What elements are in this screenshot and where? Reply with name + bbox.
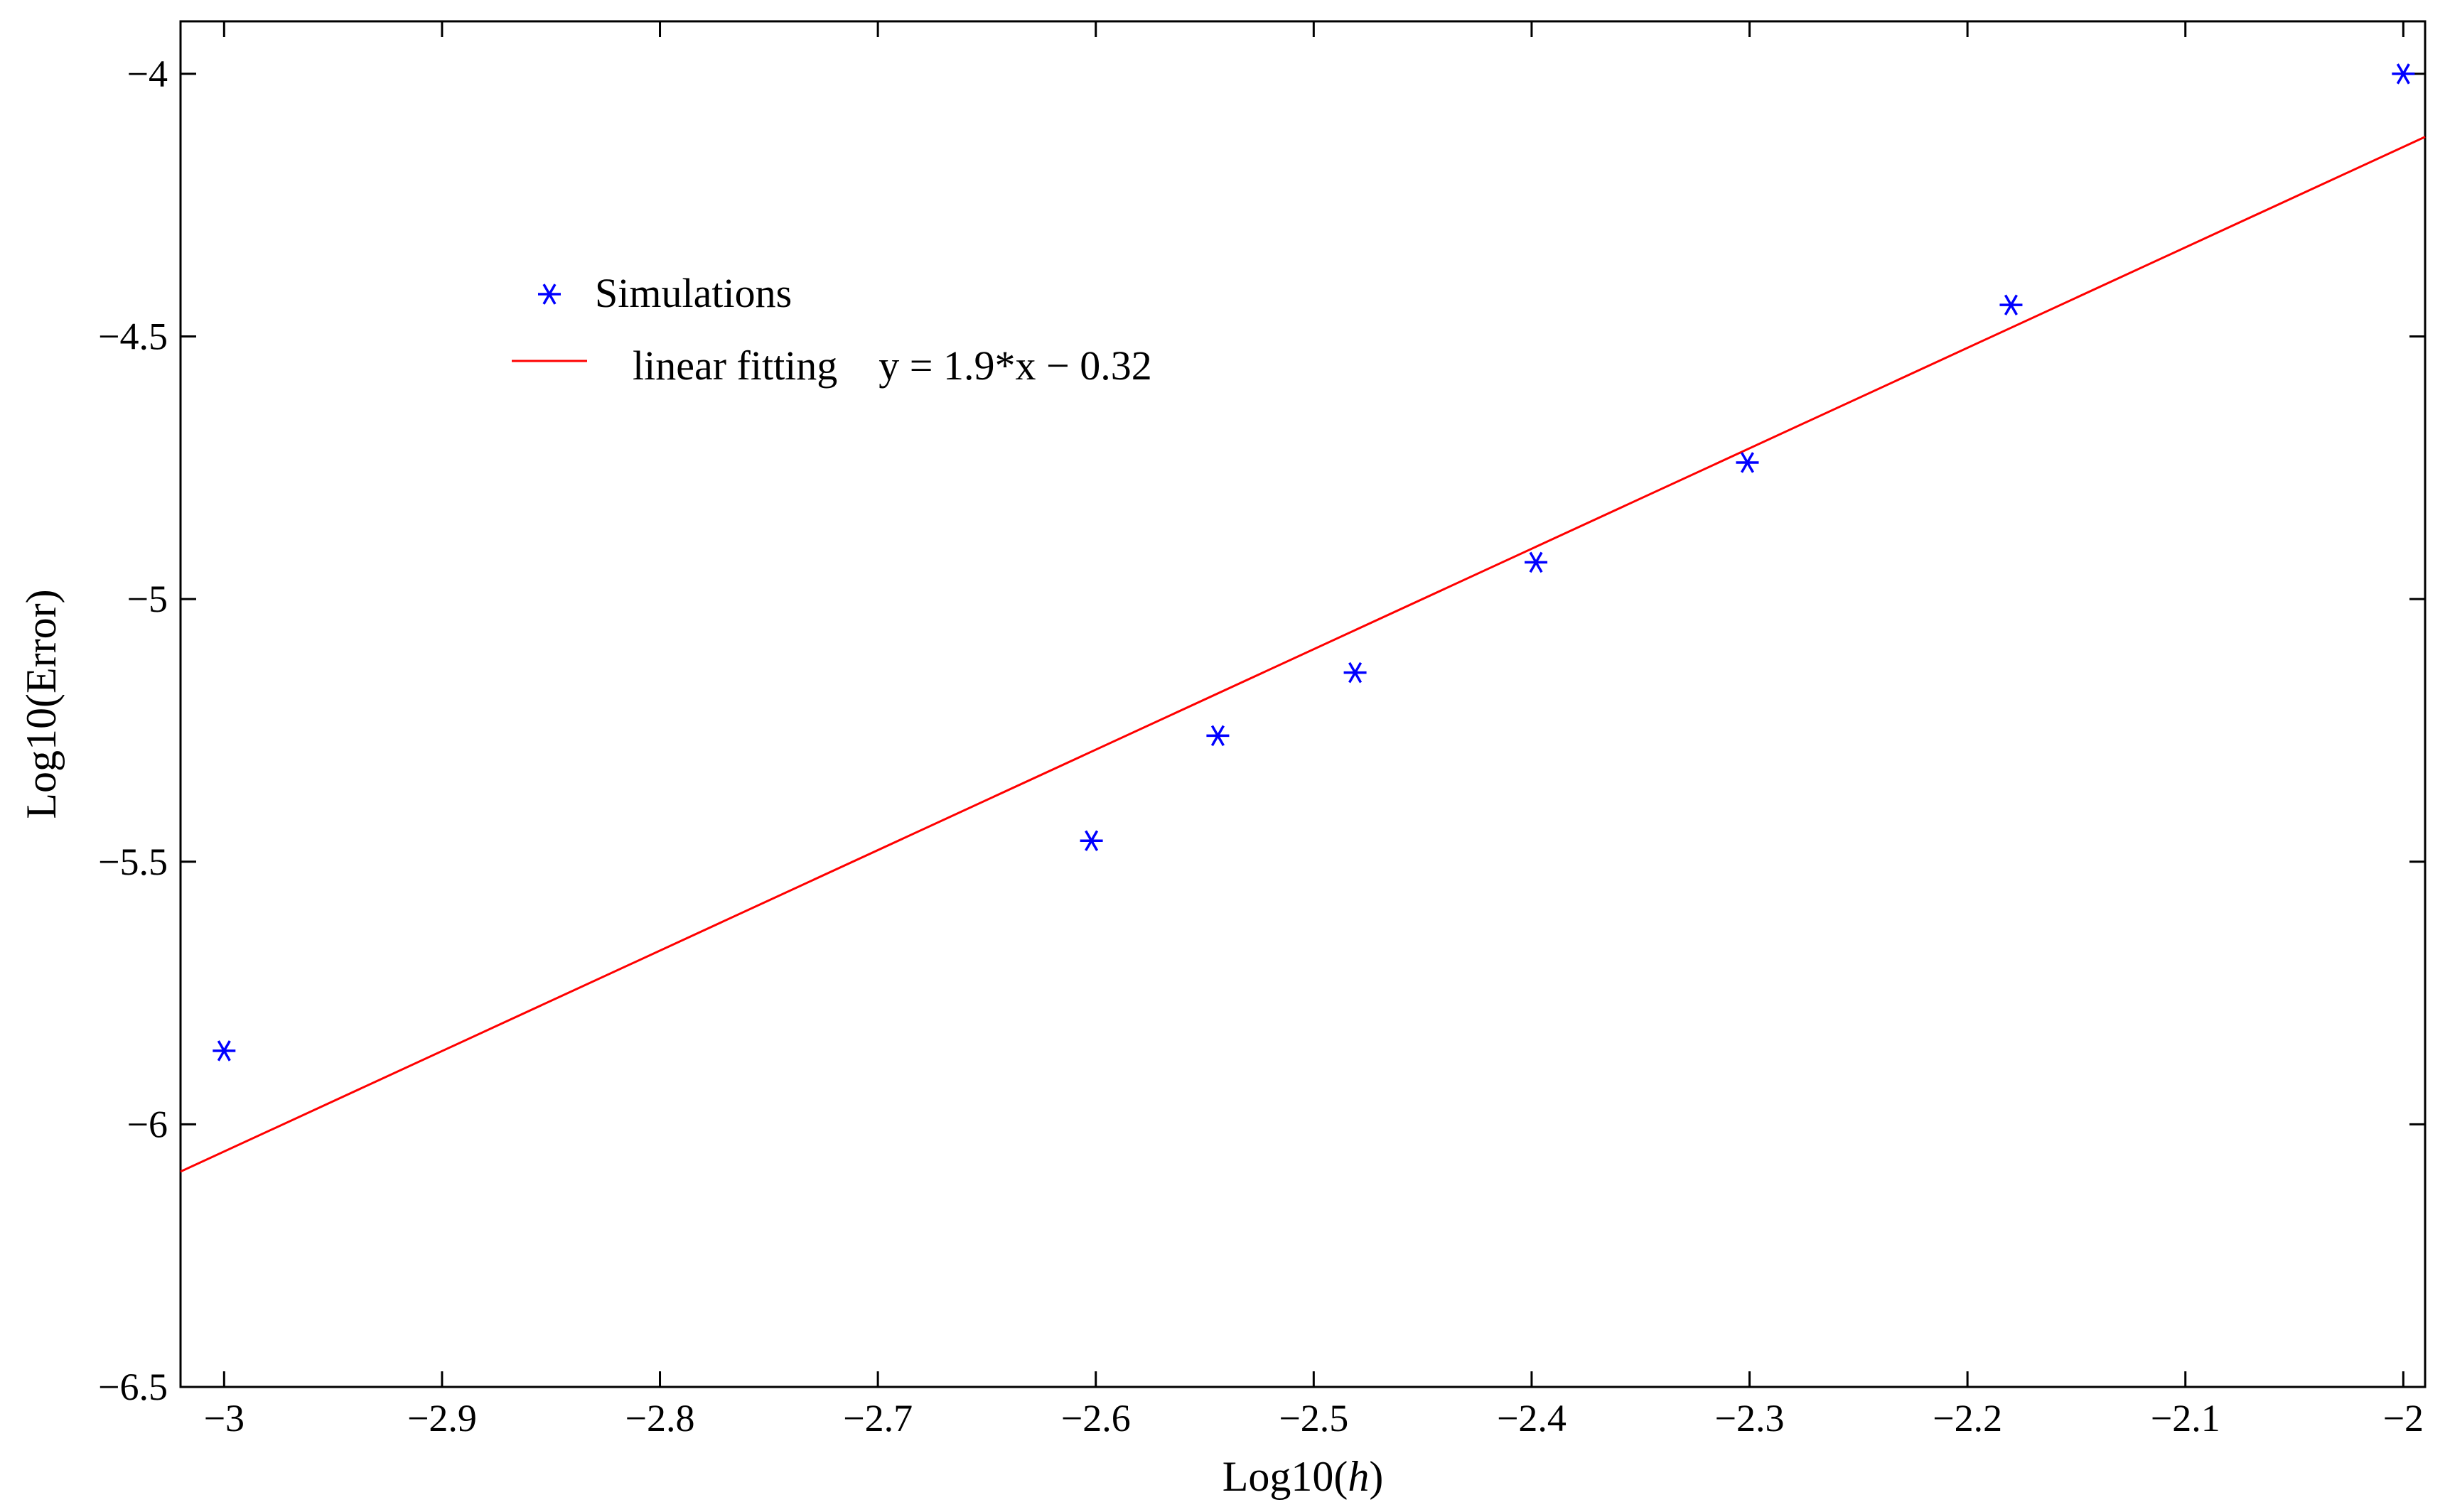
y-axis-label: Log10(Error) [18,589,65,819]
x-tick-label: −2.6 [1061,1397,1131,1440]
legend-marker-simulations [538,284,561,305]
data-point [213,1040,236,1062]
y-tick-label: −6 [127,1103,168,1145]
x-tick-label: −2.1 [2151,1397,2220,1440]
legend: Simulations linear fitting y = 1.9*x − 0.… [512,270,1152,389]
x-tick-label: −2 [2383,1397,2424,1440]
y-tick-label: −4 [127,53,168,95]
y-tick-label: −5.5 [98,841,168,883]
fit-layer [180,136,2426,1173]
x-tick-label: −2.9 [407,1397,477,1440]
data-point [1999,294,2023,315]
legend-label-fit: linear fitting y = 1.9*x − 0.32 [633,342,1152,389]
x-axis-label: Log10(h) [1222,1453,1384,1500]
y-tick-label: −4.5 [98,315,168,358]
data-point [1343,662,1367,684]
x-tick-label: −2.3 [1715,1397,1785,1440]
data-point [2392,63,2415,85]
x-tick-label: −2.7 [843,1397,913,1440]
data-point [1080,830,1103,851]
fit-line [180,136,2426,1173]
plot-area [179,20,2427,1388]
y-tick-label: −5 [127,578,168,620]
x-tick-label: −3 [204,1397,244,1440]
ticks: −3 −2.9 −2.8 −2.7 −2.6 −2.5 −2.4 −2.3 −2.2 −2.1 −2… [98,21,2425,1440]
x-tick-label: −2.2 [1933,1397,2002,1440]
data-point [1525,551,1548,573]
data-point [1206,725,1230,747]
data-point [1736,452,1759,473]
x-tick-label: −2.4 [1497,1397,1567,1440]
points [213,63,2415,1062]
x-tick-label: −2.5 [1279,1397,1348,1440]
y-tick-label: −6.5 [98,1366,168,1408]
legend-label-simulations: Simulations [595,270,792,316]
x-tick-label: −2.8 [625,1397,695,1440]
